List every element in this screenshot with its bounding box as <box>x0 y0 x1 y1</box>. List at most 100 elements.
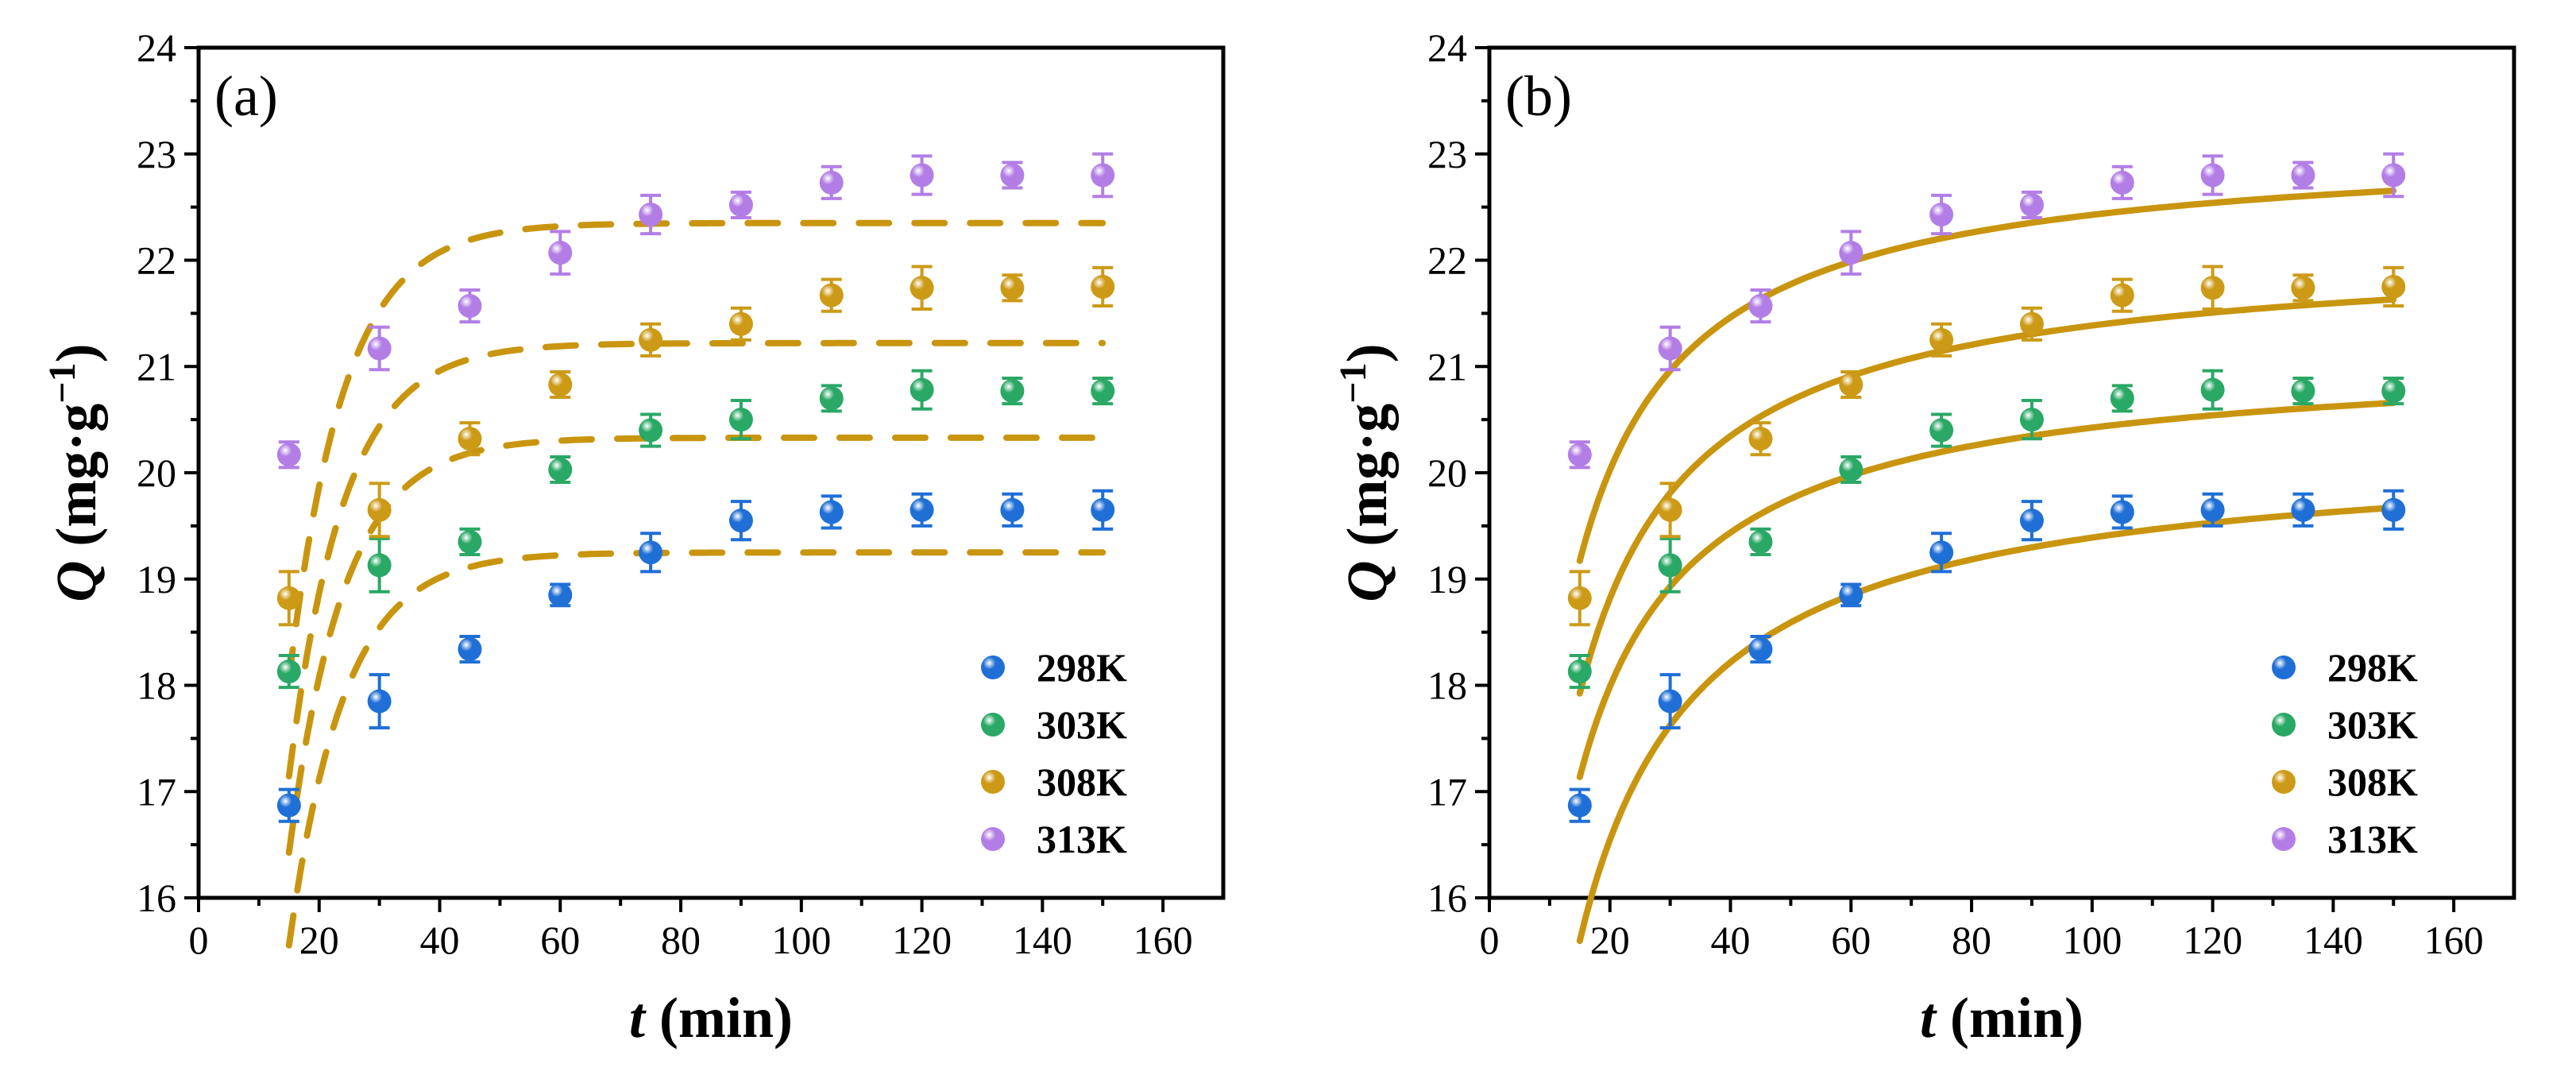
data-point <box>819 283 844 307</box>
data-point <box>2291 163 2315 188</box>
fit-curve-303K <box>1576 400 2397 780</box>
data-point <box>1567 793 1592 818</box>
data-point <box>1839 372 1863 396</box>
data-point <box>1091 163 1115 188</box>
data-point <box>1839 241 1863 265</box>
data-point <box>819 386 844 411</box>
x-tick-label: 140 <box>2304 918 2363 962</box>
data-point <box>458 427 482 451</box>
data-point <box>728 408 753 432</box>
data-point <box>276 793 301 818</box>
data-point <box>1929 202 1954 226</box>
y-tick-label: 20 <box>1427 451 1467 495</box>
data-point <box>2019 509 2044 533</box>
data-point <box>276 659 301 684</box>
data-point <box>2110 500 2134 524</box>
y-axis-label: Q (mg·g−1) <box>1332 343 1399 601</box>
y-tick-label: 16 <box>137 876 176 920</box>
data-point <box>1091 274 1115 299</box>
fit-curve-303K <box>285 434 1106 857</box>
data-point <box>819 170 844 195</box>
data-point <box>910 377 934 402</box>
data-point <box>458 294 482 319</box>
data-point <box>548 241 573 265</box>
data-point <box>1748 529 1773 554</box>
data-point <box>1839 582 1863 607</box>
data-point <box>1000 497 1025 522</box>
data-point <box>1748 427 1773 451</box>
series-303K <box>276 369 1115 690</box>
data-point <box>1748 294 1773 319</box>
y-tick-label: 24 <box>137 25 176 70</box>
data-point <box>728 509 753 533</box>
data-point <box>639 202 663 226</box>
data-point <box>2019 408 2044 432</box>
data-point <box>2291 379 2315 404</box>
data-point <box>367 336 392 361</box>
data-point <box>458 529 482 554</box>
data-point <box>2200 276 2225 300</box>
fit-curve-298K <box>285 549 1106 949</box>
legend-marker <box>2272 827 2296 851</box>
x-tick-label: 160 <box>1134 918 1193 962</box>
panel-label: (a) <box>214 64 278 128</box>
data-point <box>548 372 573 396</box>
data-point <box>1658 553 1682 578</box>
data-point <box>1091 379 1115 404</box>
y-tick-label: 21 <box>137 344 176 389</box>
data-point <box>639 418 663 443</box>
data-point <box>548 457 573 481</box>
x-tick-label: 0 <box>189 918 209 962</box>
legend-marker <box>981 656 1005 679</box>
legend-marker <box>2272 770 2296 794</box>
x-axis-label: t (min) <box>1920 986 2084 1050</box>
legend-marker <box>2272 713 2296 737</box>
x-tick-label: 120 <box>2183 918 2242 962</box>
y-tick-label: 24 <box>1427 25 1467 70</box>
data-point <box>2291 276 2315 300</box>
fit-curve-308K <box>285 339 1106 779</box>
y-tick-label: 17 <box>137 769 176 814</box>
x-tick-label: 0 <box>1480 918 1500 962</box>
y-tick-label: 18 <box>1427 663 1467 708</box>
data-point <box>2019 192 2044 217</box>
x-tick-label: 140 <box>1013 918 1072 962</box>
data-point <box>367 689 392 714</box>
series-313K <box>276 152 1115 470</box>
legend-marker <box>2272 656 2296 679</box>
data-point <box>367 497 392 522</box>
data-point <box>2110 170 2134 195</box>
y-tick-label: 19 <box>137 557 176 601</box>
series-298K <box>276 489 1115 823</box>
series-308K <box>276 265 1115 627</box>
legend-label: 303K <box>1037 702 1127 747</box>
data-point <box>2110 386 2134 411</box>
data-point <box>458 637 482 662</box>
y-tick-label: 22 <box>137 238 176 283</box>
data-point <box>910 497 934 522</box>
legend-marker <box>981 770 1005 794</box>
data-point <box>2019 311 2044 336</box>
legend-label: 313K <box>2327 817 2418 861</box>
legend-label: 313K <box>1037 817 1127 861</box>
data-point <box>639 540 663 565</box>
chart-panel-a: 0 20 40 60 80 100 120 140 160 16 17 18 19 20 21 22 23 24 t… <box>41 25 1226 1050</box>
data-point <box>2291 497 2315 522</box>
legend-label: 303K <box>2327 702 2418 747</box>
data-point <box>1748 637 1773 662</box>
series-308K <box>1567 265 2406 627</box>
data-point <box>2381 163 2406 188</box>
x-tick-label: 100 <box>2062 918 2122 962</box>
series-313K <box>1567 152 2406 470</box>
data-point <box>728 192 753 217</box>
data-point <box>1929 540 1954 565</box>
legend-label: 308K <box>1037 760 1127 804</box>
series-298K <box>1567 489 2406 823</box>
y-tick-label: 23 <box>1427 132 1467 176</box>
data-point <box>639 327 663 352</box>
data-point <box>1567 443 1592 467</box>
legend-marker <box>981 827 1005 851</box>
x-tick-label: 80 <box>661 918 701 962</box>
data-point <box>1567 659 1592 684</box>
